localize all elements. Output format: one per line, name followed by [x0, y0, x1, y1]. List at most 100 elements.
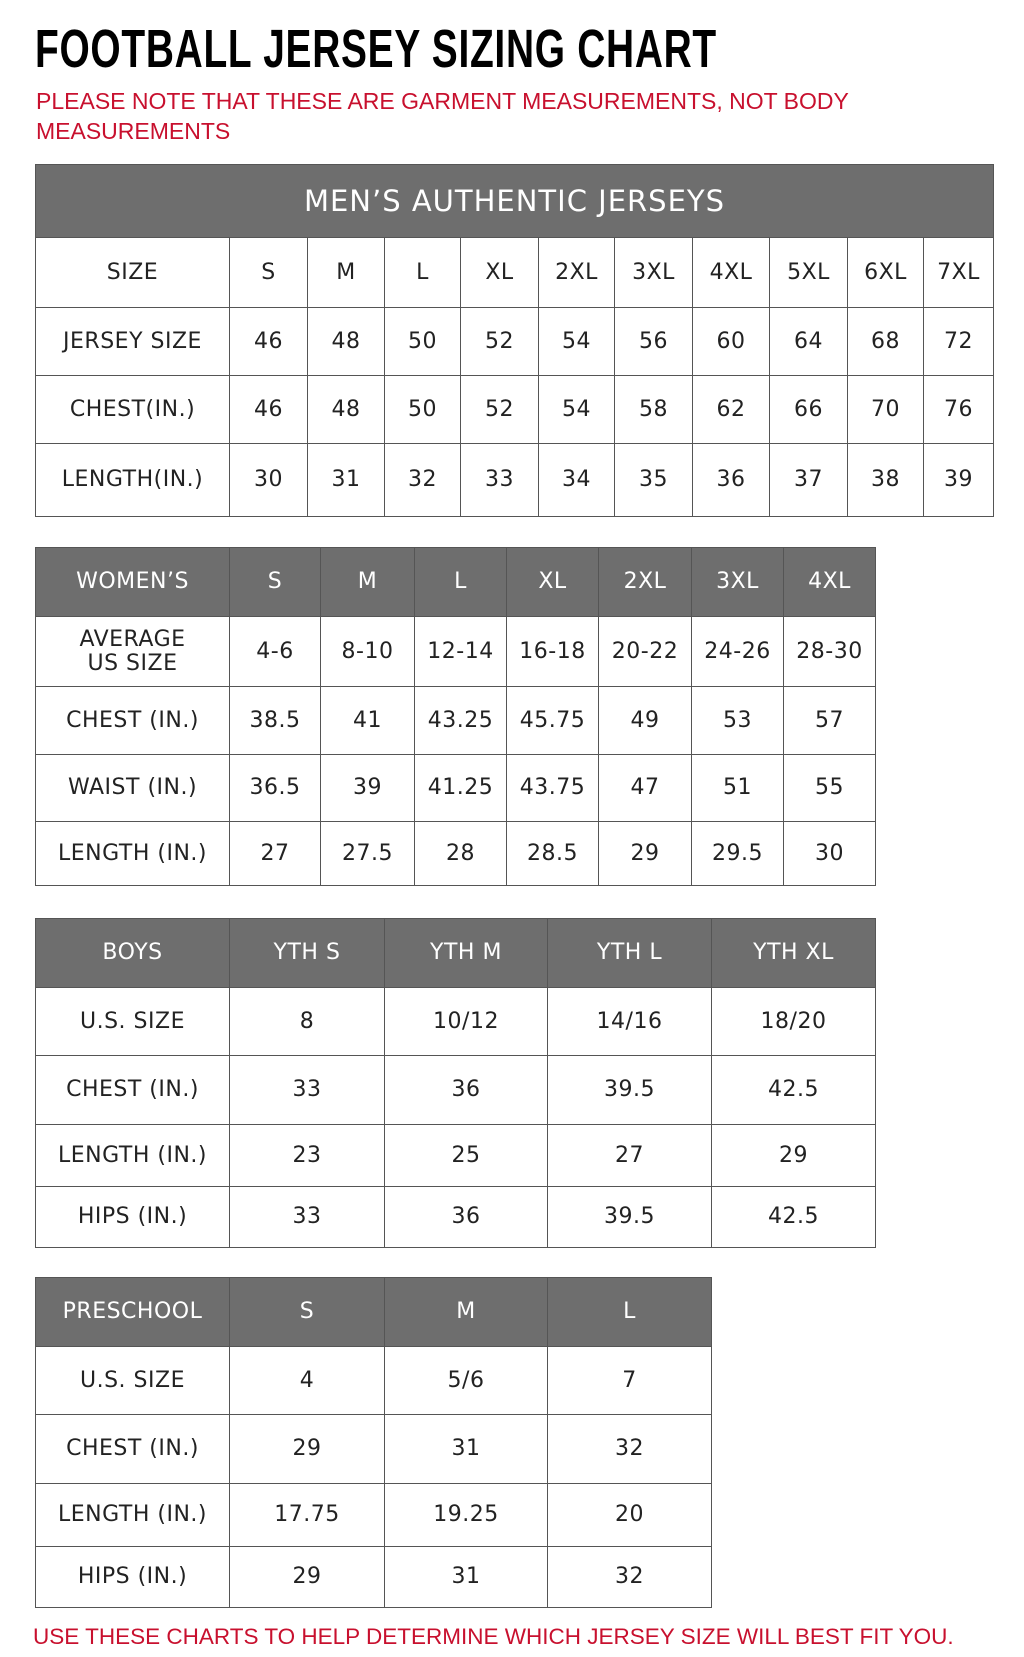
table-cell: 42.5 — [711, 1055, 876, 1125]
row-label: LENGTH(IN.) — [35, 443, 230, 517]
table-cell: 52 — [460, 375, 539, 444]
table-cell: 58 — [614, 375, 693, 444]
table-cell: 33 — [229, 1055, 385, 1125]
table-cell: 76 — [923, 375, 994, 444]
table-cell: 50 — [384, 375, 461, 444]
header-cell: 6XL — [847, 237, 924, 308]
header-cell: L — [384, 237, 461, 308]
table-cell: 62 — [692, 375, 770, 444]
table-cell: 33 — [460, 443, 539, 517]
header-cell: WOMEN’S — [35, 547, 230, 617]
table-cell: 32 — [547, 1414, 712, 1484]
header-cell: 3XL — [614, 237, 693, 308]
header-cell: BOYS — [35, 918, 230, 988]
header-cell: 3XL — [691, 547, 784, 617]
table-cell: 47 — [598, 754, 692, 822]
header-cell: YTH L — [547, 918, 712, 988]
table-cell: 41.25 — [414, 754, 507, 822]
table-cell: 31 — [384, 1546, 548, 1608]
table-cell: 36 — [384, 1186, 548, 1248]
table-cell: 36.5 — [229, 754, 321, 822]
table-cell: 68 — [847, 307, 924, 376]
header-cell: M — [307, 237, 385, 308]
row-label: CHEST (IN.) — [35, 1055, 230, 1125]
table-cell: 14/16 — [547, 987, 712, 1056]
table-cell: 42.5 — [711, 1186, 876, 1248]
table-cell: 28.5 — [506, 821, 599, 886]
table-cell: 4 — [229, 1346, 385, 1415]
header-cell: S — [229, 1277, 385, 1347]
table-cell: 55 — [783, 754, 876, 822]
table-cell: 54 — [538, 307, 615, 376]
table-cell: 4-6 — [229, 616, 321, 687]
table-cell: 24-26 — [691, 616, 784, 687]
row-label: HIPS (IN.) — [35, 1186, 230, 1248]
table-cell: 8-10 — [320, 616, 415, 687]
table-cell: 70 — [847, 375, 924, 444]
table-cell: 48 — [307, 375, 385, 444]
footer: USE THESE CHARTS TO HELP DETERMINE WHICH… — [33, 1624, 954, 1649]
note: PLEASE NOTE THAT THESE ARE GARMENT MEASU… — [36, 88, 849, 144]
table-cell: 18/20 — [711, 987, 876, 1056]
table-cell: 17.75 — [229, 1483, 385, 1547]
row-label: LENGTH (IN.) — [35, 821, 230, 886]
table-cell: 51 — [691, 754, 784, 822]
table-cell: 43.75 — [506, 754, 599, 822]
table-cell: 43.25 — [414, 686, 507, 755]
header-cell: 5XL — [769, 237, 848, 308]
table-cell: 56 — [614, 307, 693, 376]
table-cell: 36 — [384, 1055, 548, 1125]
table-cell: 27 — [547, 1124, 712, 1187]
table-cell: 32 — [384, 443, 461, 517]
table-cell: 53 — [691, 686, 784, 755]
header-cell: YTH XL — [711, 918, 876, 988]
table-cell: 30 — [229, 443, 308, 517]
table-cell: 29 — [598, 821, 692, 886]
table-cell: 46 — [229, 307, 308, 376]
table-cell: 12-14 — [414, 616, 507, 687]
table-cell: 72 — [923, 307, 994, 376]
table-cell: 20 — [547, 1483, 712, 1547]
table-cell: 30 — [783, 821, 876, 886]
table-cell: 39 — [923, 443, 994, 517]
header-cell: M — [320, 547, 415, 617]
row-label: U.S. SIZE — [35, 1346, 230, 1415]
row-label: U.S. SIZE — [35, 987, 230, 1056]
table-cell: 66 — [769, 375, 848, 444]
table-cell: 5/6 — [384, 1346, 548, 1415]
table-cell: 20-22 — [598, 616, 692, 687]
table-cell: 8 — [229, 987, 385, 1056]
header-cell: 7XL — [923, 237, 994, 308]
row-label: CHEST (IN.) — [35, 686, 230, 755]
row-label: JERSEY SIZE — [35, 307, 230, 376]
header-cell: 2XL — [598, 547, 692, 617]
table-cell: 10/12 — [384, 987, 548, 1056]
header-cell: 4XL — [783, 547, 876, 617]
table-cell: 23 — [229, 1124, 385, 1187]
title: FOOTBALL JERSEY SIZING CHART — [35, 19, 717, 79]
row-label: HIPS (IN.) — [35, 1546, 230, 1608]
header-cell: YTH S — [229, 918, 385, 988]
table-cell: 50 — [384, 307, 461, 376]
table-cell: 54 — [538, 375, 615, 444]
table-cell: 16-18 — [506, 616, 599, 687]
header-cell: 4XL — [692, 237, 770, 308]
table-cell: 27 — [229, 821, 321, 886]
table-cell: 32 — [547, 1546, 712, 1608]
table-cell: 29 — [229, 1546, 385, 1608]
table-cell: 34 — [538, 443, 615, 517]
table-cell: 33 — [229, 1186, 385, 1248]
table-cell: 27.5 — [320, 821, 415, 886]
table-cell: 38.5 — [229, 686, 321, 755]
header-cell: XL — [506, 547, 599, 617]
table-cell: 25 — [384, 1124, 548, 1187]
row-label: LENGTH (IN.) — [35, 1483, 230, 1547]
table-cell: 37 — [769, 443, 848, 517]
table-cell: 46 — [229, 375, 308, 444]
table-cell: 35 — [614, 443, 693, 517]
row-label: WAIST (IN.) — [35, 754, 230, 822]
table-cell: 39.5 — [547, 1186, 712, 1248]
table-cell: 38 — [847, 443, 924, 517]
table-cell: 7 — [547, 1346, 712, 1415]
table-cell: 64 — [769, 307, 848, 376]
